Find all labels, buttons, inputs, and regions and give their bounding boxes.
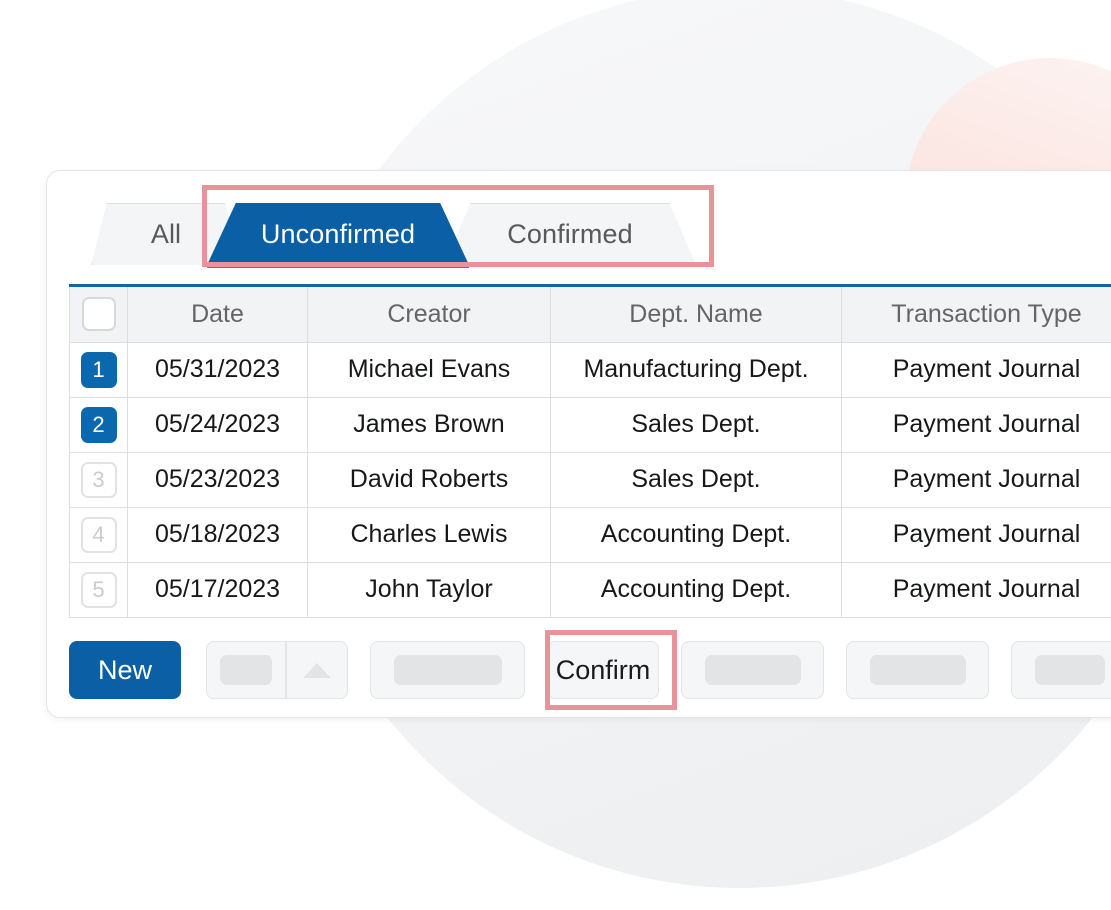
placeholder-label (869, 655, 966, 685)
toolbar-placeholder-button-2[interactable] (370, 641, 525, 699)
cell-type: Payment Journal (841, 507, 1111, 563)
row-select-cell[interactable]: 3 (69, 452, 128, 508)
table-row[interactable]: 2 05/24/2023 James Brown Sales Dept. Pay… (69, 397, 1111, 453)
select-all-checkbox[interactable] (81, 297, 116, 332)
toolbar-placeholder-button-3[interactable] (681, 641, 824, 699)
placeholder-label (704, 655, 801, 685)
row-select-cell[interactable]: 2 (69, 397, 128, 453)
split-button-main[interactable] (207, 642, 285, 698)
cell-dept: Sales Dept. (550, 452, 842, 508)
cell-date: 05/24/2023 (127, 397, 308, 453)
split-button[interactable] (206, 641, 348, 699)
split-button-toggle[interactable] (287, 642, 348, 698)
row-select-cell[interactable]: 4 (69, 507, 128, 563)
bottom-toolbar: New Confirm (69, 637, 1111, 703)
table-header-row: Date Creator Dept. Name Transaction Type (69, 287, 1111, 343)
tab-unconfirmed-label: Unconfirmed (260, 218, 416, 249)
cell-type: Payment Journal (841, 397, 1111, 453)
row-number-badge[interactable]: 4 (80, 516, 117, 553)
column-header-dept[interactable]: Dept. Name (550, 287, 842, 343)
data-grid: Date Creator Dept. Name Transaction Type… (69, 284, 1111, 624)
tab-unconfirmed[interactable]: Unconfirmed (207, 203, 469, 265)
cell-type: Payment Journal (841, 562, 1111, 618)
new-button[interactable]: New (69, 641, 181, 699)
tab-confirmed-label: Confirmed (507, 219, 633, 249)
column-header-date[interactable]: Date (127, 287, 308, 343)
toolbar-placeholder-button-4[interactable] (846, 641, 989, 699)
cell-date: 05/17/2023 (127, 562, 308, 618)
table-row[interactable]: 4 05/18/2023 Charles Lewis Accounting De… (69, 507, 1111, 563)
row-number-badge[interactable]: 1 (80, 351, 117, 388)
placeholder-label (220, 655, 272, 685)
row-select-cell[interactable]: 1 (69, 342, 128, 398)
cell-dept: Accounting Dept. (550, 562, 842, 618)
caret-up-icon (302, 662, 331, 678)
cell-dept: Manufacturing Dept. (550, 342, 842, 398)
row-select-cell[interactable]: 5 (69, 562, 128, 618)
cell-creator: Charles Lewis (307, 507, 551, 563)
cell-date: 05/31/2023 (127, 342, 308, 398)
cell-date: 05/18/2023 (127, 507, 308, 563)
column-header-type[interactable]: Transaction Type (841, 287, 1111, 343)
cell-type: Payment Journal (841, 342, 1111, 398)
cell-type: Payment Journal (841, 452, 1111, 508)
cell-date: 05/23/2023 (127, 452, 308, 508)
table-row[interactable]: 1 05/31/2023 Michael Evans Manufacturing… (69, 342, 1111, 398)
placeholder-label (393, 655, 502, 685)
table-row[interactable]: 5 05/17/2023 John Taylor Accounting Dept… (69, 562, 1111, 618)
row-number-badge[interactable]: 5 (80, 571, 117, 608)
cell-creator: Michael Evans (307, 342, 551, 398)
cell-dept: Sales Dept. (550, 397, 842, 453)
app-card: All Confirmed Unconfirmed Date Creator (46, 170, 1111, 718)
table-row[interactable]: 3 05/23/2023 David Roberts Sales Dept. P… (69, 452, 1111, 508)
row-number-badge[interactable]: 2 (80, 406, 117, 443)
cell-creator: John Taylor (307, 562, 551, 618)
row-number-badge[interactable]: 3 (80, 461, 117, 498)
column-header-creator[interactable]: Creator (307, 287, 551, 343)
cell-creator: David Roberts (307, 452, 551, 508)
transactions-table: Date Creator Dept. Name Transaction Type… (69, 287, 1111, 618)
toolbar-placeholder-button-5[interactable] (1011, 641, 1111, 699)
split-button-divider (285, 642, 287, 698)
confirm-button[interactable]: Confirm (547, 641, 659, 699)
tab-confirmed[interactable]: Confirmed (444, 203, 696, 265)
cell-creator: James Brown (307, 397, 551, 453)
select-all-header[interactable] (69, 287, 128, 343)
grid-top-rule (69, 284, 1111, 287)
tab-strip: All Confirmed Unconfirmed (47, 193, 1111, 268)
placeholder-label (1035, 655, 1105, 685)
tab-all-label: All (150, 219, 182, 249)
cell-dept: Accounting Dept. (550, 507, 842, 563)
